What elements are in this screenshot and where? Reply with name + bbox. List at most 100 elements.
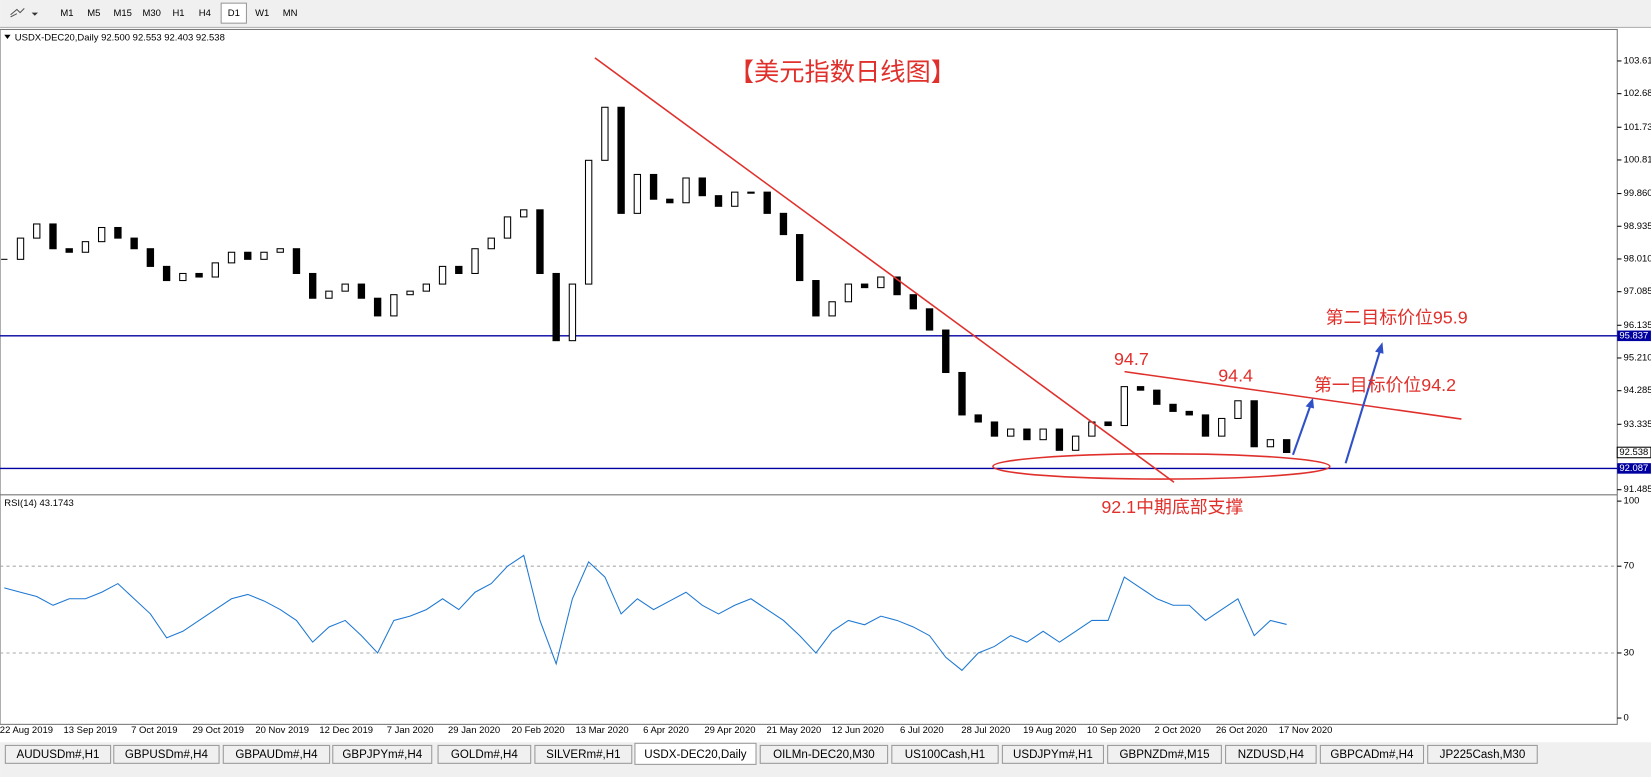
rsi-tick-label: 30 [1624,647,1635,658]
level-tag [1617,330,1651,342]
tab-label[interactable]: NZDUSD,H4 [1238,749,1305,761]
candle [390,294,398,317]
toolbar-button[interactable]: M15 [114,8,132,19]
arrow-head [1305,397,1315,409]
candle [1282,439,1291,454]
candle [1136,386,1145,391]
tab-label[interactable]: USDX-DEC20,Daily [644,749,747,761]
candle [97,226,106,243]
tab[interactable] [634,742,757,765]
toolbar-button[interactable]: D1 [228,8,240,19]
y-tick-label: 94.285 [1624,385,1651,396]
tab[interactable] [4,744,112,764]
tab-label[interactable]: GBPJPYm#,H4 [342,749,422,761]
drawings: 94.7 94.4 第一目标价位94.2 第二目标价位95.9 92.1中期底部… [594,57,1468,517]
annotation: 94.4 [1218,366,1253,386]
x-tick-label: 12 Dec 2019 [319,725,373,736]
annotation: 第一目标价位94.2 [1314,375,1456,395]
toolbar-button[interactable]: M5 [87,8,100,19]
tab[interactable] [1225,744,1317,764]
candle [617,106,625,214]
tab-label[interactable]: JP225Cash,M30 [1440,749,1526,761]
candle [81,241,90,253]
candle [455,265,463,275]
x-tick-label: 29 Oct 2019 [192,725,244,736]
candle [942,329,950,374]
tab[interactable] [437,744,532,764]
trend-line [594,57,1175,483]
candle [130,237,138,250]
candle [828,301,836,317]
candle [1169,403,1177,412]
annotation: 第二目标价位95.9 [1326,308,1468,328]
chart-tool-icon[interactable] [10,8,38,18]
price-tag-label: 92.538 [1619,447,1648,458]
candle [649,173,658,200]
arrow-head [1375,342,1384,354]
chart-title: 【美元指数日线图】 [729,58,956,86]
tab[interactable] [759,744,889,764]
toolbar-button[interactable]: MN [283,8,298,19]
tab[interactable] [534,744,633,764]
tab-label[interactable]: GBPUSDm#,H4 [125,749,209,761]
tab[interactable] [1001,744,1104,764]
candle [601,106,609,161]
candle [958,371,966,416]
y-tick-label: 100.810 [1624,154,1651,165]
candle [779,212,788,236]
toolbar-button-pressed[interactable] [220,2,247,24]
candle [1218,417,1226,437]
tab-label[interactable]: OILMn-DEC20,M30 [773,749,875,761]
y-tick-label: 97.085 [1624,286,1651,297]
x-tick-label: 2 Oct 2020 [1155,725,1201,736]
rsi-tick-label: 0 [1624,713,1629,724]
tab-label[interactable]: GOLDm#,H4 [451,749,518,761]
x-tick-label: 22 Aug 2019 [0,725,53,736]
arrow [1344,349,1382,464]
toolbar-button[interactable]: H1 [172,8,184,19]
tab[interactable] [1107,744,1222,764]
tab-label[interactable]: AUDUSDm#,H1 [16,749,99,761]
candle [860,283,869,289]
toolbar-button[interactable]: H4 [199,8,211,19]
tab-label[interactable]: GBPAUDm#,H4 [235,749,318,761]
support-ellipse [992,452,1331,480]
tab-label[interactable]: GBPCADm#,H4 [1330,749,1414,761]
tab-label[interactable]: USDJPYm#,H1 [1013,749,1093,761]
tab[interactable] [113,744,220,764]
candle [584,159,593,285]
tab[interactable] [1427,744,1538,764]
candle [195,272,203,278]
tab-label[interactable]: US100Cash,H1 [905,749,985,761]
tab-label[interactable]: GBPNZDm#,M15 [1119,749,1209,761]
candle [227,251,236,264]
candle [1071,435,1080,451]
candle [763,191,771,214]
candle [568,283,577,342]
level-tag-label: 95.837 [1619,330,1648,341]
candle [974,414,982,423]
candle [633,173,642,214]
toolbar-button[interactable]: W1 [255,8,269,19]
candle [893,276,901,296]
y-tick-label: 101.735 [1624,122,1651,133]
candle [1120,386,1129,427]
candle [503,216,512,239]
candle [487,237,495,250]
tab[interactable] [1319,744,1425,764]
tab[interactable] [332,744,433,764]
candle [309,272,317,299]
tab[interactable] [891,744,999,764]
toolbar-button[interactable]: M1 [60,8,73,19]
x-tick-label: 29 Jan 2020 [448,725,500,736]
candle [844,283,853,303]
toolbar-button[interactable]: M30 [142,8,160,19]
x-tick-label: 7 Jan 2020 [387,725,434,736]
candle [552,272,560,342]
tab[interactable] [222,744,331,764]
candle [747,191,755,194]
x-tick-label: 26 Oct 2020 [1216,725,1268,736]
tab-label[interactable]: SILVERm#,H1 [546,749,620,761]
candle [536,209,544,275]
x-tick-label: 29 Apr 2020 [704,725,755,736]
